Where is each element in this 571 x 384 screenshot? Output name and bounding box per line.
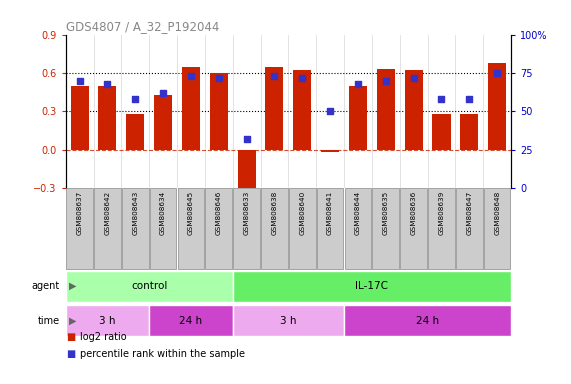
Text: GSM808636: GSM808636: [411, 190, 417, 235]
Bar: [428, 188, 455, 269]
Point: [159, 90, 168, 96]
Bar: [233, 188, 260, 269]
Bar: [484, 188, 510, 269]
Bar: [344, 305, 511, 336]
Bar: [349, 86, 367, 150]
Text: GDS4807 / A_32_P192044: GDS4807 / A_32_P192044: [66, 20, 219, 33]
Text: GSM808642: GSM808642: [104, 190, 110, 235]
Text: 3 h: 3 h: [280, 316, 296, 326]
Point: [465, 96, 474, 102]
Bar: [206, 188, 232, 269]
Bar: [266, 66, 283, 150]
Bar: [122, 188, 148, 269]
Bar: [94, 188, 121, 269]
Text: GSM808646: GSM808646: [216, 190, 222, 235]
Bar: [149, 305, 233, 336]
Text: GSM808640: GSM808640: [299, 190, 305, 235]
Point: [493, 70, 502, 76]
Bar: [150, 188, 176, 269]
Bar: [321, 150, 339, 152]
Text: log2 ratio: log2 ratio: [80, 332, 127, 342]
Text: 3 h: 3 h: [99, 316, 116, 326]
Text: GSM808647: GSM808647: [467, 190, 472, 235]
Bar: [210, 73, 228, 150]
Text: percentile rank within the sample: percentile rank within the sample: [80, 349, 245, 359]
Text: GSM808637: GSM808637: [77, 190, 83, 235]
Text: ▶: ▶: [69, 281, 76, 291]
Text: 24 h: 24 h: [179, 316, 203, 326]
Bar: [488, 63, 506, 150]
Bar: [182, 66, 200, 150]
Bar: [98, 86, 116, 150]
Point: [242, 136, 251, 142]
Text: ■: ■: [66, 332, 75, 342]
Bar: [317, 188, 344, 269]
Point: [75, 78, 84, 84]
Text: GSM808648: GSM808648: [494, 190, 500, 235]
Text: GSM808634: GSM808634: [160, 190, 166, 235]
Text: GSM808633: GSM808633: [244, 190, 250, 235]
Text: GSM808643: GSM808643: [132, 190, 138, 235]
Text: ■: ■: [66, 349, 75, 359]
Bar: [66, 305, 149, 336]
Bar: [71, 86, 89, 150]
Bar: [377, 69, 395, 150]
Text: IL-17C: IL-17C: [355, 281, 388, 291]
Bar: [432, 114, 451, 150]
Bar: [126, 114, 144, 150]
Bar: [178, 188, 204, 269]
Point: [353, 81, 363, 87]
Bar: [456, 188, 482, 269]
Bar: [233, 271, 511, 302]
Bar: [66, 188, 93, 269]
Point: [381, 78, 391, 84]
Bar: [154, 95, 172, 150]
Text: time: time: [38, 316, 60, 326]
Point: [297, 74, 307, 81]
Text: GSM808645: GSM808645: [188, 190, 194, 235]
Bar: [372, 188, 399, 269]
Bar: [289, 188, 316, 269]
Text: GSM808641: GSM808641: [327, 190, 333, 235]
Point: [186, 73, 195, 79]
Text: agent: agent: [32, 281, 60, 291]
Bar: [261, 188, 288, 269]
Point: [131, 96, 140, 102]
Bar: [233, 305, 344, 336]
Point: [325, 108, 335, 114]
Bar: [400, 188, 427, 269]
Bar: [344, 188, 371, 269]
Text: GSM808638: GSM808638: [271, 190, 278, 235]
Bar: [460, 114, 478, 150]
Text: ▶: ▶: [69, 316, 76, 326]
Point: [103, 81, 112, 87]
Text: GSM808635: GSM808635: [383, 190, 389, 235]
Point: [214, 74, 223, 81]
Text: control: control: [131, 281, 167, 291]
Bar: [238, 150, 256, 199]
Point: [270, 73, 279, 79]
Bar: [66, 271, 233, 302]
Text: GSM808644: GSM808644: [355, 190, 361, 235]
Text: 24 h: 24 h: [416, 316, 439, 326]
Point: [409, 74, 418, 81]
Bar: [405, 70, 423, 150]
Text: GSM808639: GSM808639: [439, 190, 444, 235]
Bar: [293, 70, 311, 150]
Point: [437, 96, 446, 102]
